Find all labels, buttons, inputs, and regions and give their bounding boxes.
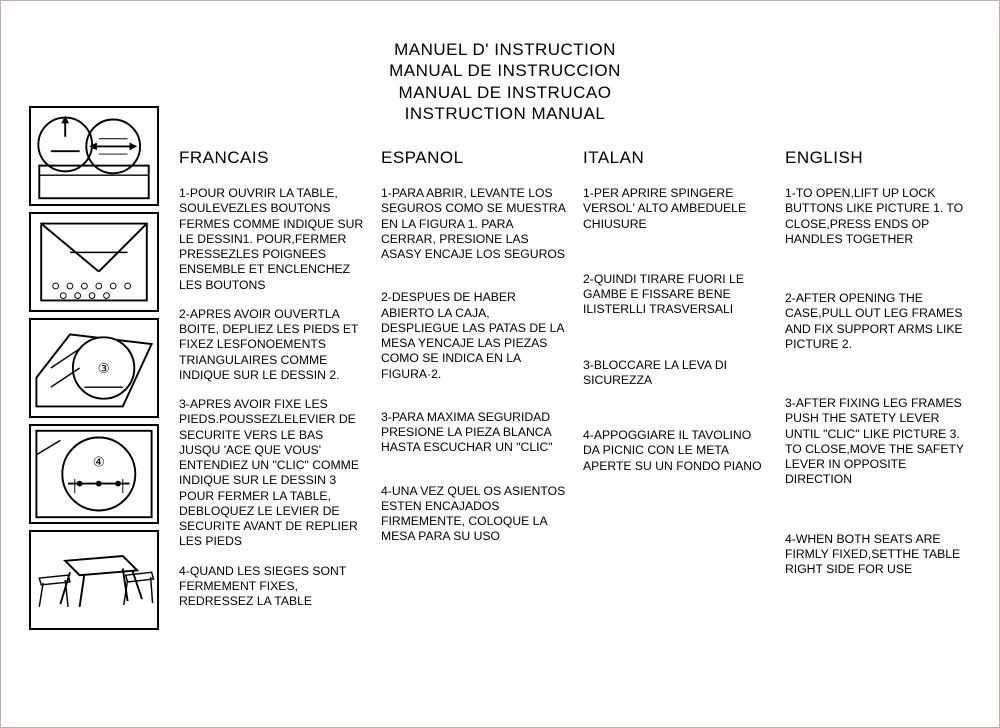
column-italan: ITALAN 1-PER APRIRE SPINGERE VERSOL' ALT… (583, 148, 769, 623)
svg-text:④: ④ (93, 454, 105, 469)
fr-step-1: 1-POUR OUVRIR LA TABLE, SOULEVEZLES BOUT… (179, 186, 365, 293)
title-line: MANUAL DE INSTRUCAO (39, 82, 971, 103)
header-italan: ITALAN (583, 148, 769, 168)
language-columns: FRANCAIS 1-POUR OUVRIR LA TABLE, SOULEVE… (179, 148, 971, 623)
column-espanol: ESPANOL 1-PARA ABRIR, LEVANTE LOS SEGURO… (381, 148, 567, 623)
svg-text:③: ③ (98, 361, 110, 376)
step-2-diagram (29, 212, 159, 312)
it-step-3: 3-BLOCCARE LA LEVA DI SICUREZZA (583, 358, 769, 389)
en-step-4: 4-WHEN BOTH SEATS ARE FIRMLY FIXED,SETTH… (785, 532, 971, 578)
it-step-4: 4-APPOGGIARE IL TAVOLINO DA PICNIC CON L… (583, 428, 769, 474)
header-english: ENGLISH (785, 148, 971, 168)
it-step-2: 2-QUINDI TIRARE FUORI LE GAMBE E FISSARE… (583, 272, 769, 318)
header-espanol: ESPANOL (381, 148, 567, 168)
title-line: MANUEL D' INSTRUCTION (39, 39, 971, 60)
title-block: MANUEL D' INSTRUCTION MANUAL DE INSTRUCC… (39, 21, 971, 124)
header-francais: FRANCAIS (179, 148, 365, 168)
title-line: MANUAL DE INSTRUCCION (39, 60, 971, 81)
column-francais: FRANCAIS 1-POUR OUVRIR LA TABLE, SOULEVE… (179, 148, 365, 623)
column-english: ENGLISH 1-TO OPEN,LIFT UP LOCK BUTTONS L… (785, 148, 971, 623)
step-3-diagram: ③ (29, 318, 159, 418)
page-container: ③ ④ (29, 21, 971, 707)
fr-step-2: 2-APRES AVOIR OUVERTLA BOITE, DEPLIEZ LE… (179, 307, 365, 383)
en-step-2: 2-AFTER OPENING THE CASE,PULL OUT LEG FR… (785, 291, 971, 352)
en-step-3: 3-AFTER FIXING LEG FRAMES PUSH THE SATET… (785, 396, 971, 488)
step-4-diagram: ④ (29, 424, 159, 524)
it-step-1: 1-PER APRIRE SPINGERE VERSOL' ALTO AMBED… (583, 186, 769, 232)
step-5-diagram (29, 530, 159, 630)
en-step-1: 1-TO OPEN,LIFT UP LOCK BUTTONS LIKE PICT… (785, 186, 971, 247)
es-step-3: 3-PARA MAXIMA SEGURIDAD PRESIONE LA PIEZ… (381, 410, 567, 456)
es-step-2: 2-DESPUES DE HABER ABIERTO LA CAJA, DESP… (381, 290, 567, 382)
es-step-4: 4-UNA VEZ QUEL OS ASIENTOS ESTEN ENCAJAD… (381, 484, 567, 545)
fr-step-3: 3-APRES AVOIR FIXE LES PIEDS.POUSSEZLELE… (179, 397, 365, 550)
title-line: INSTRUCTION MANUAL (39, 103, 971, 124)
content-area: MANUEL D' INSTRUCTION MANUAL DE INSTRUCC… (169, 21, 971, 707)
es-step-1: 1-PARA ABRIR, LEVANTE LOS SEGUROS COMO S… (381, 186, 567, 262)
fr-step-4: 4-QUAND LES SIEGES SONT FERMEMENT FIXES,… (179, 564, 365, 610)
